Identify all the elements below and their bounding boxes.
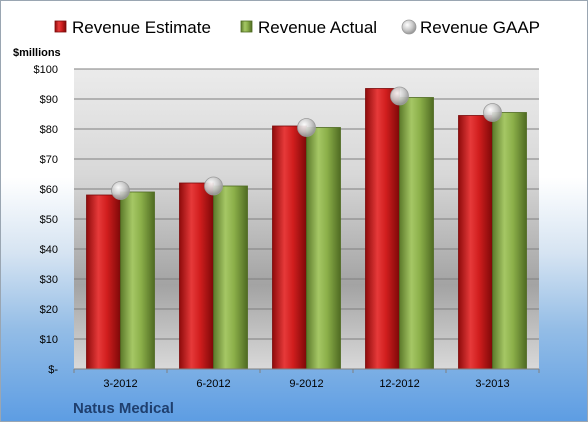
legend-swatch [401,19,417,35]
y-tick-label: $40 [40,244,58,256]
legend-swatch [240,20,253,33]
bar-revenue-actual [306,127,341,370]
bar-revenue-estimate [86,194,121,370]
y-tick-label: $30 [40,274,58,286]
bar-revenue-estimate [365,88,400,370]
legend-label: Revenue Actual [258,18,377,37]
x-tick-label: 3-2013 [475,378,509,390]
y-tick-label: $- [48,364,58,376]
marker-revenue-gaap [483,103,502,122]
legend-label: Revenue Estimate [72,18,211,37]
y-axis-label: $millions [13,47,61,59]
x-axis-ticks: 3-2012 6-2012 9-2012 12-2012 3-2013 [73,369,540,390]
legend-swatch [54,20,67,33]
bar-revenue-estimate [179,182,214,370]
y-tick-label: $10 [40,334,58,346]
x-tick-label: 9-2012 [289,378,323,390]
y-tick-label: $50 [40,214,58,226]
bar-revenue-actual [492,112,527,370]
y-tick-label: $90 [40,94,58,106]
y-tick-label: $20 [40,304,58,316]
marker-revenue-gaap [390,86,409,106]
bar-revenue-actual [213,185,248,370]
y-tick-label: $80 [40,124,58,136]
bar-revenue-actual [399,97,434,370]
marker-revenue-gaap [297,118,316,137]
marker-revenue-gaap [111,181,130,200]
legend: Revenue Estimate Revenue Actual Revenue GA… [54,18,540,37]
bar-revenue-estimate [272,125,307,370]
chart-title: Natus Medical [73,400,174,417]
bars [86,88,527,370]
marker-revenue-gaap [204,176,223,196]
gaap-markers [111,86,502,200]
y-tick-label: $60 [40,184,58,196]
y-tick-label: $100 [34,64,58,76]
legend-label: Revenue GAAP [420,18,540,37]
bar-revenue-estimate [458,115,493,370]
x-tick-label: 3-2012 [103,378,137,390]
y-tick-label: $70 [40,154,58,166]
y-axis-ticks: $- $10 $20 $30 $40 $50 $60 $70 $80 $90 $100 [34,64,59,376]
x-tick-label: 12-2012 [379,378,419,390]
x-tick-label: 6-2012 [196,378,230,390]
bar-revenue-actual [120,191,155,370]
